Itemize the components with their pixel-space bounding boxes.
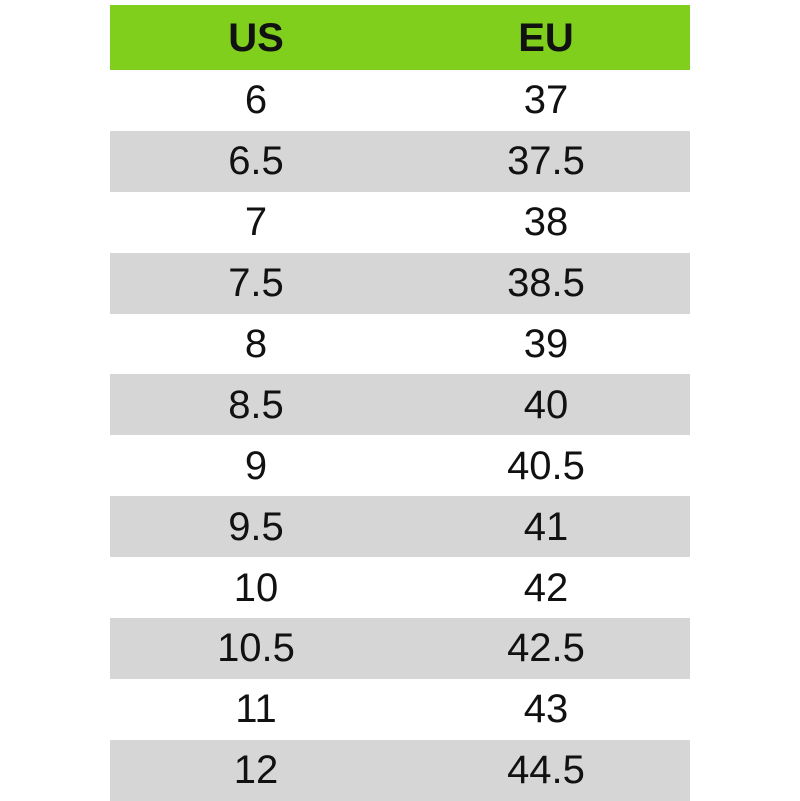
table-cell: 42.5 bbox=[507, 626, 585, 671]
header-row: US EU bbox=[110, 5, 690, 70]
table-cell: 40.5 bbox=[507, 443, 585, 488]
table-cell: 7 bbox=[244, 200, 268, 245]
table-cell: 43 bbox=[523, 687, 569, 732]
table-row: 7 38 bbox=[110, 192, 690, 253]
table-cell: 39 bbox=[523, 322, 569, 366]
table-cell: 10 bbox=[233, 565, 279, 610]
table-cell: 11 bbox=[235, 687, 277, 732]
table-cell: 10.5 bbox=[217, 626, 295, 671]
table-row: 9.5 41 bbox=[110, 496, 690, 558]
table-row: 10.5 42.5 bbox=[110, 618, 690, 679]
table-cell: 38.5 bbox=[507, 261, 585, 306]
table-row: 8 39 bbox=[110, 314, 690, 375]
table-row: 6.5 37.5 bbox=[110, 130, 690, 192]
table-cell: 44.5 bbox=[507, 748, 585, 793]
table-cell: 9 bbox=[244, 443, 268, 488]
header-cell: US bbox=[228, 15, 284, 60]
table-cell: 40 bbox=[523, 382, 569, 427]
table-cell: 8.5 bbox=[228, 382, 284, 427]
table-row: 10 42 bbox=[110, 557, 690, 618]
table-cell: 8 bbox=[244, 322, 268, 366]
table-cell: 41 bbox=[523, 504, 569, 549]
table-cell: 6.5 bbox=[228, 139, 284, 184]
table-row: 11 43 bbox=[110, 679, 690, 740]
table-cell: 38 bbox=[523, 200, 569, 245]
table-row: 9 40.5 bbox=[110, 435, 690, 496]
table-cell: 9.5 bbox=[228, 504, 284, 549]
table-row: 12 44.5 bbox=[110, 739, 690, 801]
table-cell: 12 bbox=[233, 748, 279, 793]
table-row: 7.5 38.5 bbox=[110, 252, 690, 314]
table-row: 6 37 bbox=[110, 70, 690, 131]
table-cell: 37.5 bbox=[507, 139, 585, 184]
table-cell: 37 bbox=[523, 78, 569, 123]
table-cell: 42 bbox=[523, 565, 569, 610]
table-row: 8.5 40 bbox=[110, 374, 690, 436]
size-table: US EU 6 37 6.5 37.5 7 38 7.5 38.5 8 39 8.5 40 9 40.5 9… bbox=[110, 5, 690, 801]
table-cell: 7.5 bbox=[228, 261, 284, 306]
table-cell: 6 bbox=[244, 78, 268, 123]
header-cell: EU bbox=[518, 15, 574, 60]
